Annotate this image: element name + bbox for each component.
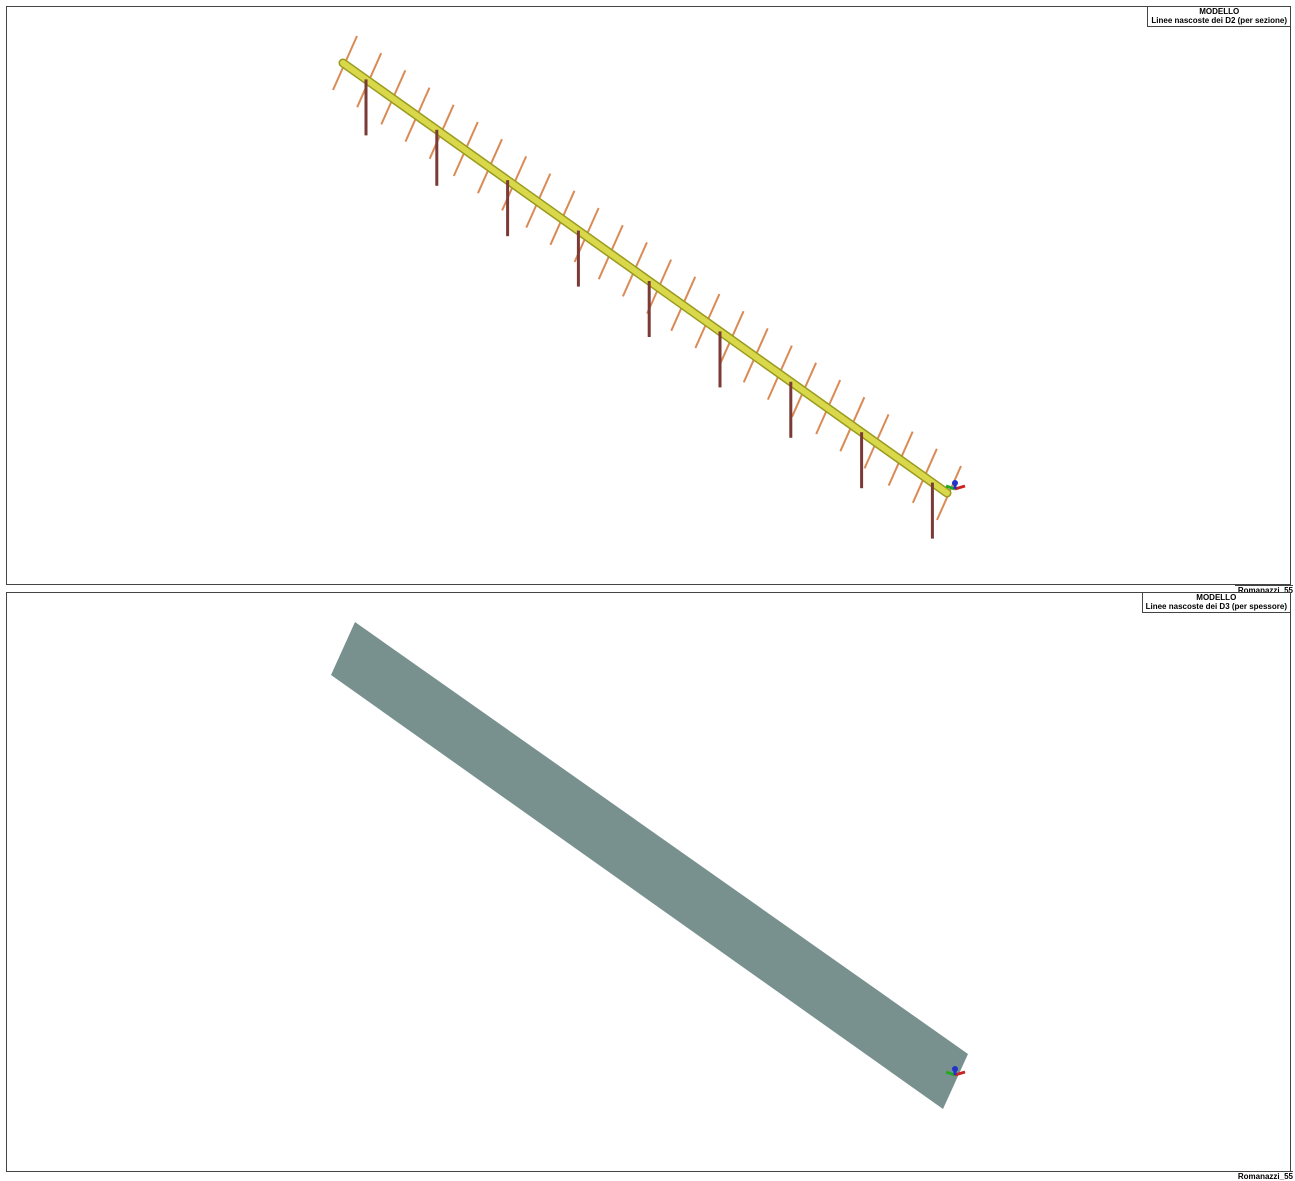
pillar	[576, 230, 580, 287]
d3-model-drawing	[331, 622, 968, 1109]
pillar	[860, 432, 864, 489]
pillar	[364, 79, 368, 136]
main-beam	[338, 58, 952, 498]
project-name-label: Romanazzi_55	[1234, 585, 1293, 595]
d2-model-drawing	[332, 35, 966, 539]
pillars	[364, 79, 934, 539]
view-heading: MODELLO	[1196, 593, 1237, 602]
slab-shell	[331, 622, 968, 1109]
axis-triad-icon	[945, 1066, 966, 1077]
view-title-box: MODELLO Linee nascoste dei D2 (per sezio…	[1147, 6, 1291, 27]
view-title-box: MODELLO Linee nascoste dei D3 (per spess…	[1141, 592, 1291, 613]
view-subheading: Linee nascoste dei D3 (per spessore)	[1145, 602, 1287, 611]
pillar	[789, 381, 793, 438]
view-heading: MODELLO	[1199, 7, 1240, 16]
viewport-d2[interactable]: MODELLO Linee nascoste dei D2 (per sezio…	[6, 6, 1291, 585]
project-name-label: Romanazzi_55	[1234, 1171, 1293, 1181]
pillar	[506, 180, 510, 237]
pillar	[718, 331, 722, 388]
viewport-d3[interactable]: MODELLO Linee nascoste dei D3 (per spess…	[6, 592, 1291, 1172]
pillar	[647, 280, 651, 337]
pillar	[930, 482, 934, 539]
pillar	[435, 129, 439, 186]
view-subheading: Linee nascoste dei D2 (per sezione)	[1151, 16, 1287, 25]
axis-triad-icon	[945, 480, 966, 491]
